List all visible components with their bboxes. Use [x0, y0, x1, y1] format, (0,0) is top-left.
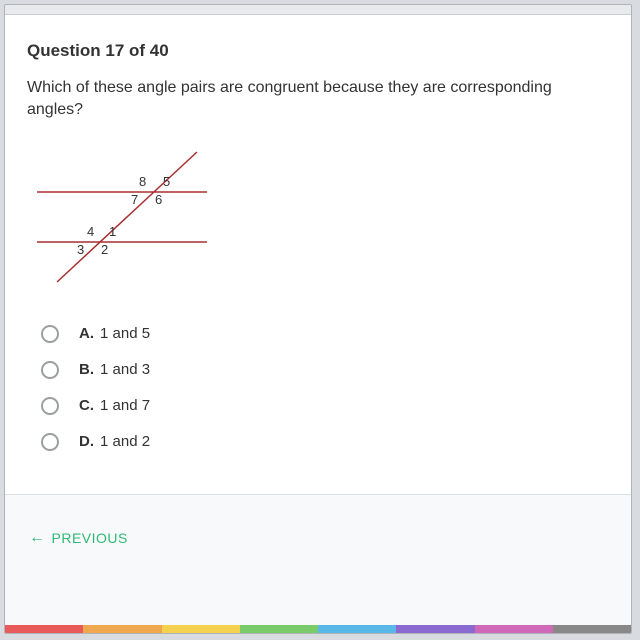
angle-label-3: 3	[77, 242, 84, 257]
radio-icon	[41, 325, 59, 343]
previous-button[interactable]: ← PREVIOUS	[29, 529, 607, 547]
angle-label-5: 5	[163, 174, 170, 189]
radio-icon	[41, 397, 59, 415]
angle-label-1: 1	[109, 224, 116, 239]
option-d[interactable]: D. 1 and 2	[41, 433, 609, 451]
angle-label-8: 8	[139, 174, 146, 189]
arrow-left-icon: ←	[29, 529, 46, 547]
quiz-window: Question 17 of 40 Which of these angle p…	[4, 4, 632, 634]
option-letter: C.	[79, 397, 94, 414]
strip-segment	[553, 625, 631, 633]
strip-segment	[318, 625, 396, 633]
strip-segment	[396, 625, 474, 633]
strip-segment	[162, 625, 240, 633]
option-b[interactable]: B. 1 and 3	[41, 361, 609, 379]
angle-diagram: 8 5 7 6 4 1 3 2	[27, 142, 247, 292]
option-c[interactable]: C. 1 and 7	[41, 397, 609, 415]
previous-label: PREVIOUS	[52, 530, 128, 546]
strip-segment	[5, 625, 83, 633]
option-letter: B.	[79, 361, 94, 378]
window-top-bar	[5, 5, 631, 15]
angle-label-2: 2	[101, 242, 108, 257]
option-letter: A.	[79, 325, 94, 342]
option-text: 1 and 2	[100, 433, 150, 450]
angle-label-7: 7	[131, 192, 138, 207]
angle-label-4: 4	[87, 224, 94, 239]
strip-segment	[240, 625, 318, 633]
option-text: 1 and 7	[100, 397, 150, 414]
option-letter: D.	[79, 433, 94, 450]
question-number: Question 17 of 40	[27, 41, 609, 61]
strip-segment	[83, 625, 161, 633]
radio-icon	[41, 361, 59, 379]
radio-icon	[41, 433, 59, 451]
option-text: 1 and 3	[100, 361, 150, 378]
question-text: Which of these angle pairs are congruent…	[27, 77, 609, 122]
answer-options: A. 1 and 5 B. 1 and 3 C. 1 and 7 D. 1 an…	[27, 325, 609, 451]
option-text: 1 and 5	[100, 325, 150, 342]
angle-label-6: 6	[155, 192, 162, 207]
bottom-color-strip	[5, 625, 631, 633]
option-a[interactable]: A. 1 and 5	[41, 325, 609, 343]
nav-footer: ← PREVIOUS	[5, 495, 631, 633]
strip-segment	[475, 625, 553, 633]
question-content: Question 17 of 40 Which of these angle p…	[5, 15, 631, 495]
transversal-line	[57, 152, 197, 282]
